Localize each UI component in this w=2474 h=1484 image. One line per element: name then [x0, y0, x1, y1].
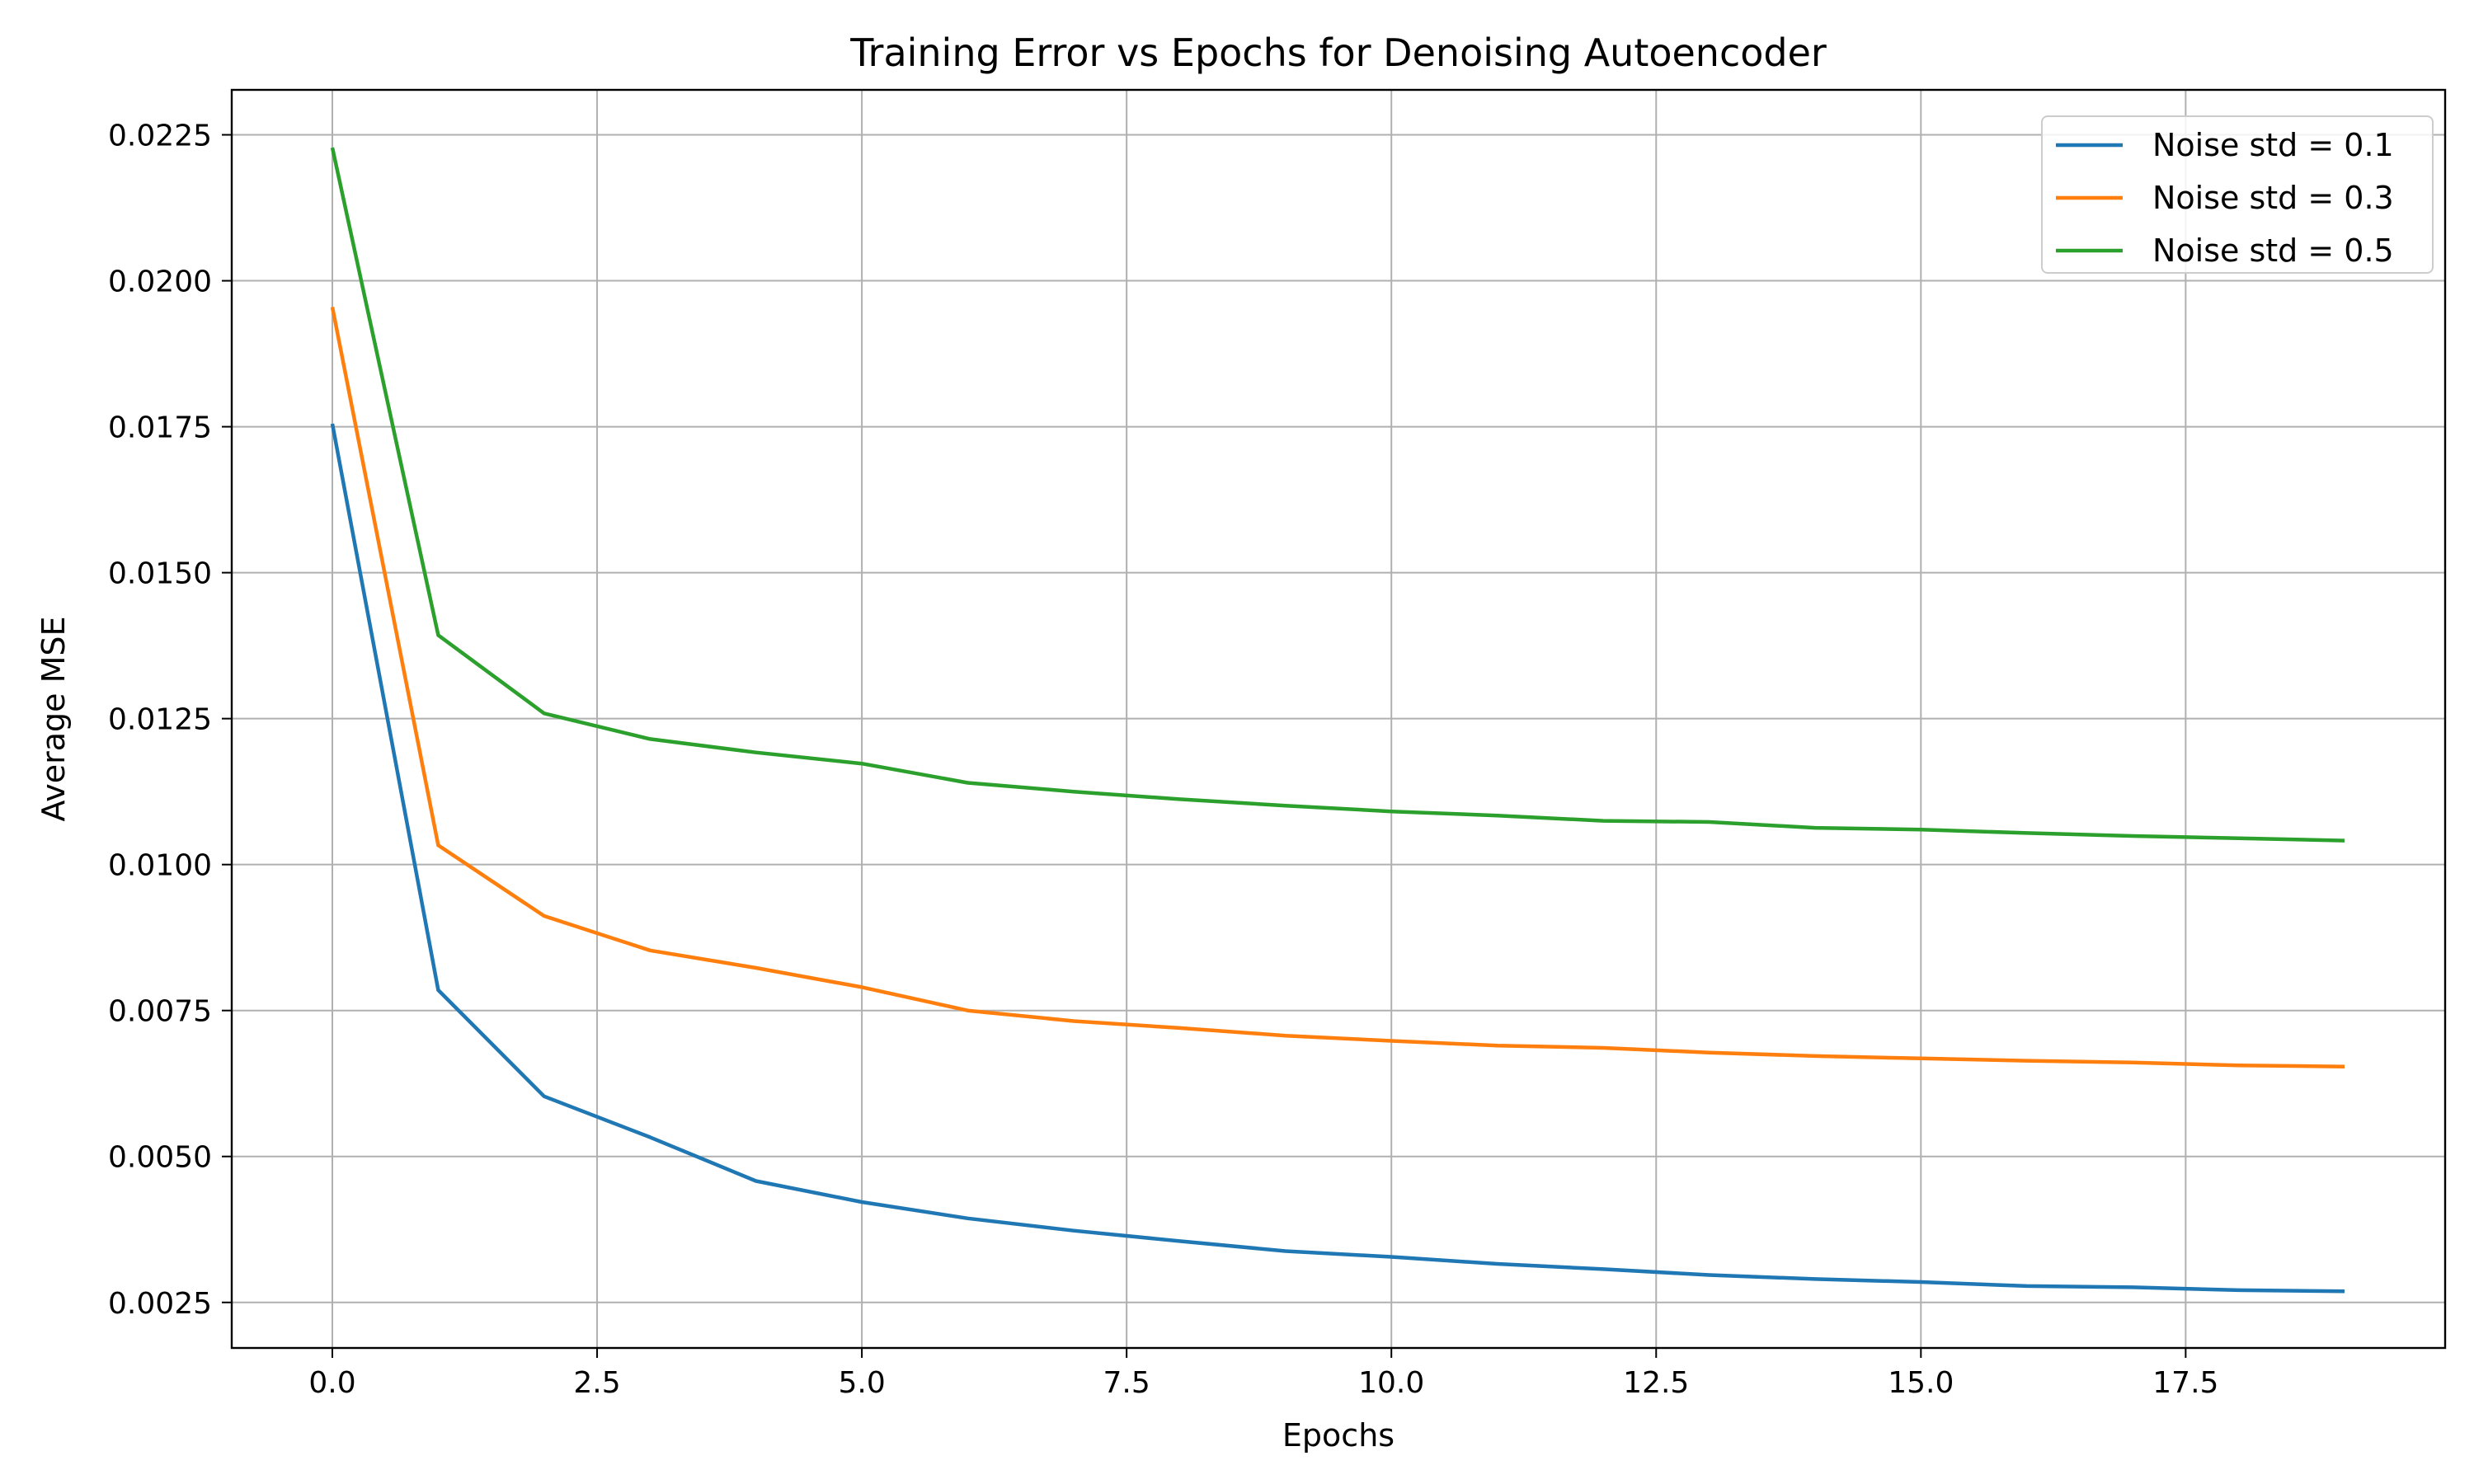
y-tick-label: 0.0175: [108, 411, 212, 445]
y-tick-label: 0.0075: [108, 995, 212, 1029]
x-tick-label: 12.5: [1623, 1366, 1689, 1400]
series-lines: [330, 147, 2345, 1294]
x-tick-label: 7.5: [1103, 1366, 1150, 1400]
legend-label: Noise std = 0.1: [2152, 127, 2394, 163]
series-line-1: [330, 423, 2345, 1294]
legend: Noise std = 0.1 Noise std = 0.3 Noise std …: [2041, 115, 2434, 274]
grid: [232, 90, 2445, 1348]
series-line-3: [330, 147, 2345, 843]
axis-ticks: 0.0 2.5 5.0 7.5 10.0 12.5 15.0 17.5 0.0025 0.0050…: [108, 120, 2218, 1400]
series-line-2: [330, 306, 2345, 1068]
x-tick-label: 5.0: [838, 1366, 885, 1400]
y-tick-label: 0.0025: [108, 1287, 212, 1321]
chart-title: Training Error vs Epochs for Denoising A…: [849, 31, 1827, 75]
x-tick-label: 0.0: [308, 1366, 355, 1400]
y-tick-label: 0.0225: [108, 120, 212, 153]
x-tick-label: 17.5: [2152, 1366, 2218, 1400]
y-tick-label: 0.0125: [108, 703, 212, 737]
x-tick-label: 10.0: [1358, 1366, 1424, 1400]
x-tick-label: 2.5: [573, 1366, 620, 1400]
y-tick-label: 0.0150: [108, 557, 212, 591]
y-tick-label: 0.0100: [108, 849, 212, 883]
y-tick-label: 0.0200: [108, 265, 212, 299]
y-tick-label: 0.0050: [108, 1141, 212, 1175]
legend-box: [2041, 115, 2434, 274]
y-axis-title: Average MSE: [35, 616, 72, 821]
legend-label: Noise std = 0.3: [2152, 180, 2394, 216]
legend-label: Noise std = 0.5: [2152, 232, 2394, 269]
x-axis-title: Epochs: [1282, 1417, 1395, 1453]
x-tick-label: 15.0: [1888, 1366, 1954, 1400]
